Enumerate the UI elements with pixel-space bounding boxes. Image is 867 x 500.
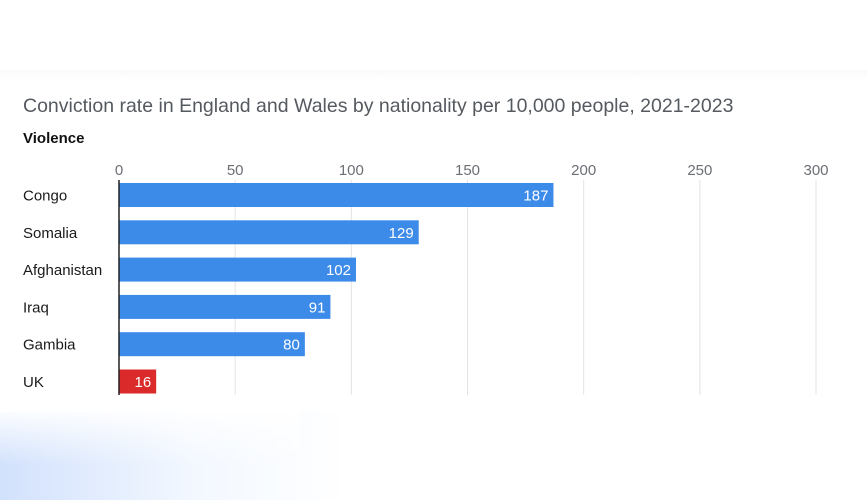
x-tick-label: 100 [339, 162, 364, 179]
category-labels: Congo Somalia Afghanistan Iraq Gambia UK [23, 188, 102, 392]
x-tick-label: 300 [803, 162, 828, 179]
chart-title: Conviction rate in England and Wales by … [23, 95, 734, 117]
category-label-gambia: Gambia [23, 337, 76, 354]
category-label-somalia: Somalia [23, 225, 78, 242]
data-label-uk: 16 [134, 374, 151, 391]
category-label-afghanistan: Afghanistan [23, 262, 102, 279]
data-label-iraq: 91 [309, 299, 326, 316]
bars: 187 129 102 91 80 16 [119, 183, 554, 394]
data-label-somalia: 129 [389, 225, 414, 242]
data-label-congo: 187 [523, 188, 548, 205]
bar-gambia [119, 332, 305, 357]
category-label-congo: Congo [23, 188, 67, 205]
category-label-iraq: Iraq [23, 299, 49, 316]
chart-panel [0, 78, 867, 412]
x-axis-ticks: 0 50 100 150 200 250 300 [115, 162, 829, 179]
x-tick-label: 200 [571, 162, 596, 179]
bar-afghanistan [119, 257, 356, 282]
x-tick-label: 250 [687, 162, 712, 179]
bar-congo [119, 183, 554, 207]
top-fade [0, 70, 867, 80]
gridlines [234, 180, 817, 395]
data-label-gambia: 80 [283, 337, 300, 354]
bar-uk [119, 369, 157, 394]
category-label-uk: UK [23, 374, 44, 391]
data-label-afghanistan: 102 [326, 262, 351, 279]
chart-subtitle: Violence [23, 130, 85, 147]
x-tick-label: 150 [455, 162, 480, 179]
bar-iraq [119, 294, 331, 319]
bar-somalia [119, 220, 419, 245]
bottom-glow [0, 412, 867, 500]
x-tick-label: 0 [115, 162, 123, 179]
x-tick-label: 50 [227, 162, 244, 179]
